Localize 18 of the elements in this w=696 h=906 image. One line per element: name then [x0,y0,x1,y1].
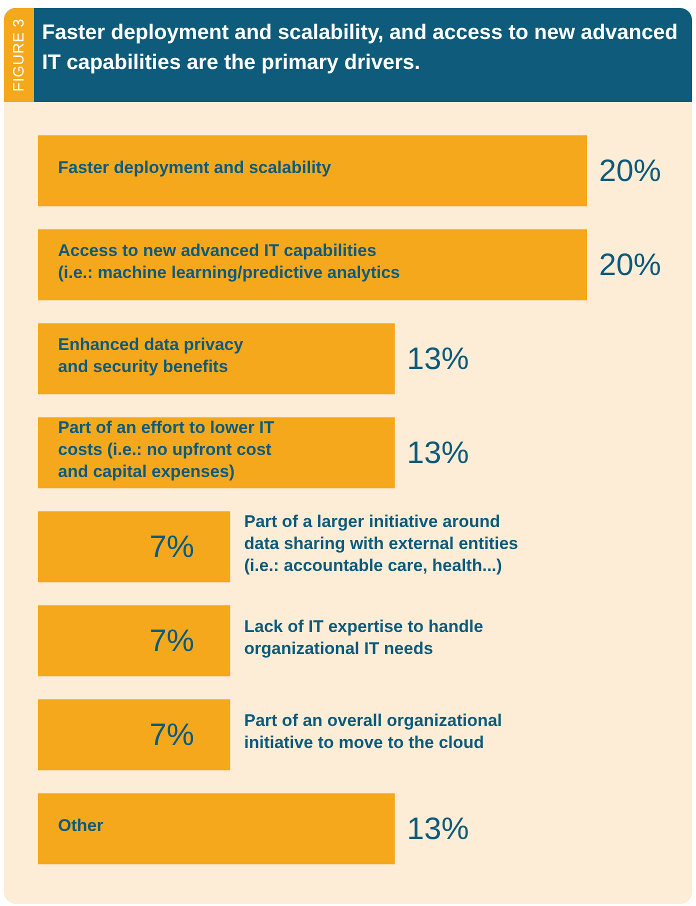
data-label: 7% [149,716,194,752]
y-tick-label: Part of an overall organizational initiative to move to the cloud [244,711,502,752]
y-tick-label: Other [58,816,104,836]
caption: FIGURE 3 [10,18,28,92]
data-label: 20% [599,246,662,282]
y-tick-label: Faster deployment and scalability [58,158,332,178]
chart-title: Faster deployment and scalability, and access to new advanced IT capabilities are the primary drivers. [42,20,679,76]
y-tick-label: Lack of IT expertise to handle organizational IT needs [244,617,484,658]
data-label: 7% [149,528,194,564]
y-tick-label: Part of an effort to lower IT costs (i.e.: no upfront cost and capital expenses) [58,418,275,482]
y-tick-label: Access to new advanced IT capabilities (i.e.: machine learning/predictive analytics [58,241,400,282]
data-label: 13% [406,810,469,846]
data-label: 13% [406,434,469,470]
y-tick-label: Enhanced data privacy and security benefits [58,335,244,376]
data-label: 13% [406,340,469,376]
y-tick-label: Part of a larger initiative around data sharing with external entities (i.e.: accountable care, health...) [244,512,518,576]
data-label: 7% [149,622,194,658]
data-label: 20% [599,152,662,188]
